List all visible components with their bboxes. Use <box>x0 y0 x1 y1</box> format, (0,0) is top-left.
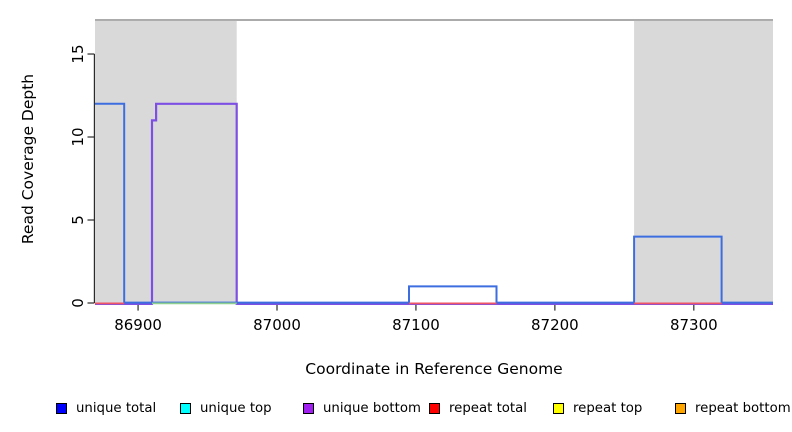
y-tick-label: 15 <box>69 44 87 63</box>
series-unique-bottom <box>95 102 773 305</box>
y-tick-label: 5 <box>69 215 87 225</box>
y-axis-title: Read Coverage Depth <box>19 73 37 245</box>
x-tick-label: 87000 <box>253 316 301 334</box>
x-axis-title: Coordinate in Reference Genome <box>305 360 563 378</box>
x-tick-label: 87100 <box>392 316 440 334</box>
y-tick-label: 0 <box>69 298 87 308</box>
x-tick-label: 87200 <box>531 316 579 334</box>
x-tick-label: 87300 <box>670 316 718 334</box>
repeat-region-left <box>95 20 237 303</box>
x-tick-label: 86900 <box>114 316 162 334</box>
repeat-region-right <box>634 20 773 303</box>
y-tick-label: 10 <box>69 127 87 146</box>
series-unique-total <box>95 102 773 304</box>
